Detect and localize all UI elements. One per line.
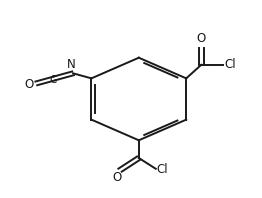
Text: O: O	[24, 78, 33, 91]
Text: O: O	[112, 171, 122, 184]
Text: N: N	[67, 58, 75, 71]
Text: O: O	[197, 31, 206, 45]
Text: Cl: Cl	[224, 58, 236, 71]
Text: C: C	[50, 75, 57, 85]
Text: Cl: Cl	[156, 163, 168, 176]
